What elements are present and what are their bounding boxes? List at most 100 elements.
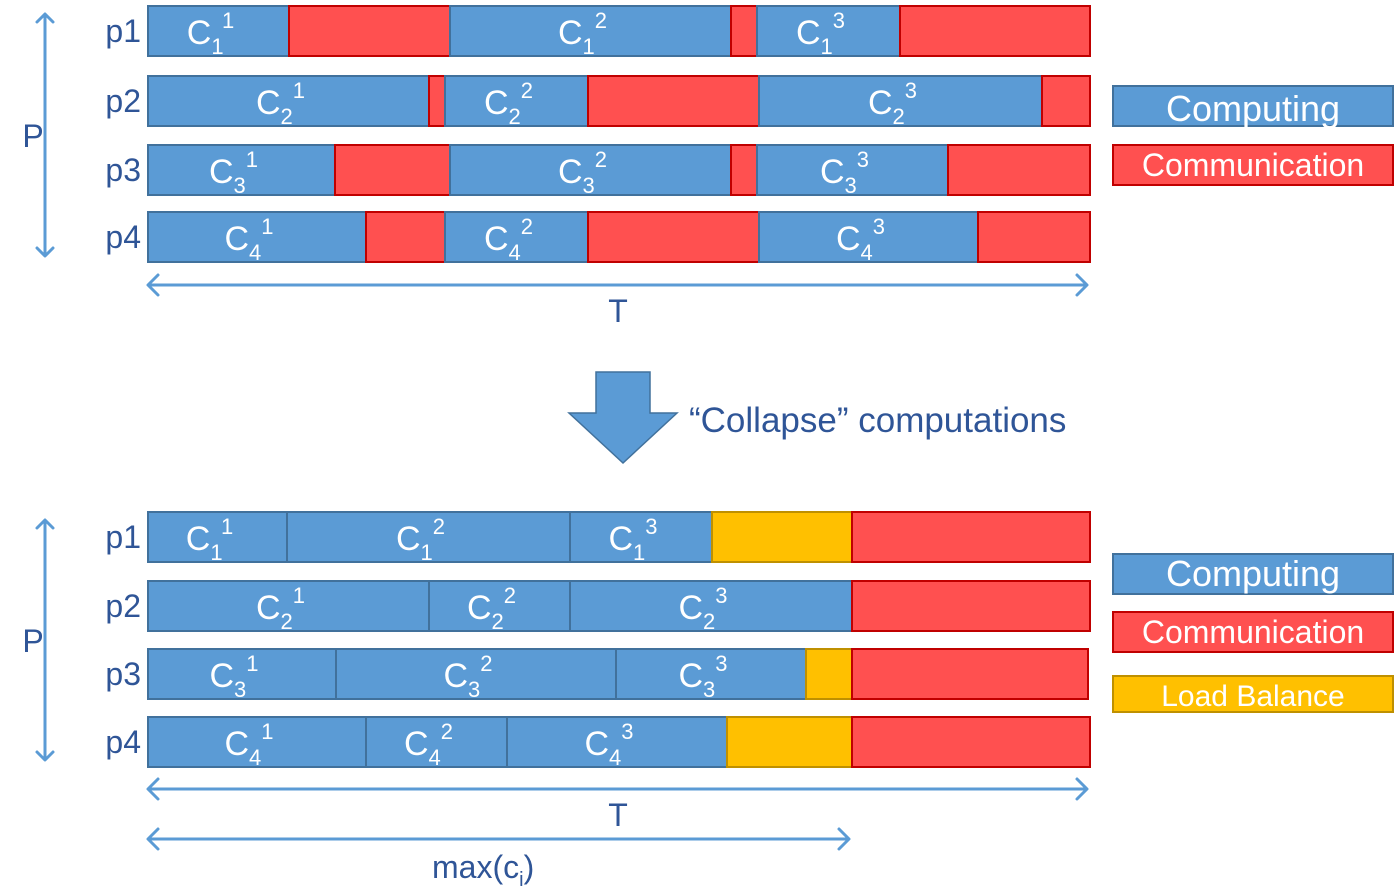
segment-label: C33 <box>678 651 727 702</box>
segment-label: C41 <box>224 214 273 265</box>
process-row-p4: p4 C41 C42 C43 <box>105 716 1091 770</box>
segment-label-base: C <box>209 657 234 695</box>
segment-label-base: C <box>678 589 703 627</box>
communication-segment <box>587 75 760 127</box>
legend-swatch-computing <box>1112 553 1394 595</box>
segment-label-base: C <box>868 84 893 122</box>
segment-label-superscript: 2 <box>441 719 453 744</box>
communication-segment <box>899 5 1091 57</box>
segment-label: C42 <box>404 719 453 770</box>
computing-segment <box>147 144 336 196</box>
segment-label: C11 <box>186 514 233 565</box>
communication-segment <box>851 511 1091 563</box>
segment-label-base: C <box>584 725 609 763</box>
computing-segment <box>444 211 589 263</box>
segment-label-superscript: 2 <box>504 583 516 608</box>
segment-label-subscript: 4 <box>861 240 873 265</box>
load-balance-segment <box>711 511 853 563</box>
segment-label: C42 <box>484 214 533 265</box>
segment-label-base: C <box>209 153 234 191</box>
segment-label-base: C <box>678 657 703 695</box>
process-label: p2 <box>105 83 141 119</box>
legend-label: Computing <box>1166 553 1340 594</box>
segment-label: C32 <box>558 147 607 198</box>
computing-segment <box>449 144 732 196</box>
arrowhead <box>35 750 55 762</box>
arrowhead <box>146 777 160 801</box>
segment-label-base: C <box>187 14 212 52</box>
process-row-p3: p3 C31 C32 C33 <box>105 144 1091 198</box>
segment-label-subscript: 2 <box>893 104 905 129</box>
segment-label: C21 <box>256 78 305 129</box>
process-label: p4 <box>105 219 141 255</box>
communication-segment <box>587 211 760 263</box>
segment-label: C22 <box>484 78 533 129</box>
computing-segment <box>286 511 571 563</box>
segment-label-subscript: 3 <box>845 173 857 198</box>
segment-label-subscript: 3 <box>234 173 246 198</box>
legend-label: Communication <box>1142 614 1364 650</box>
max-label-close: ) <box>524 849 535 885</box>
communication-segment <box>365 211 446 263</box>
segment-label-subscript: 4 <box>249 745 261 770</box>
down-arrow-icon <box>567 371 679 465</box>
segment-label: C23 <box>868 78 917 129</box>
segment-label-superscript: 3 <box>621 719 633 744</box>
computing-segment <box>428 580 571 632</box>
process-axis-label: P <box>22 118 43 154</box>
segment-label-base: C <box>484 84 509 122</box>
communication-segment <box>730 5 758 57</box>
legend-label: Communication <box>1142 147 1364 183</box>
segment-label: C12 <box>558 8 607 59</box>
segment-label-base: C <box>820 153 845 191</box>
computing-segment <box>569 511 713 563</box>
process-axis-arrow <box>35 518 55 762</box>
segment-label-base: C <box>796 14 821 52</box>
computing-segment <box>365 716 508 768</box>
segment-label-subscript: 4 <box>429 745 441 770</box>
segment-label-superscript: 3 <box>715 583 727 608</box>
time-axis-arrow <box>146 273 1089 297</box>
segment-label: C43 <box>836 214 885 265</box>
legend-swatch-load-balance <box>1112 675 1394 713</box>
segment-label-superscript: 2 <box>521 214 533 239</box>
process-label: p4 <box>105 724 141 760</box>
legend-label: Computing <box>1166 88 1340 129</box>
max-compute-arrow: max(ci) <box>146 827 851 889</box>
communication-segment <box>977 211 1091 263</box>
load-balance-segment <box>726 716 853 768</box>
segment-label-subscript: 2 <box>509 104 521 129</box>
segment-label-base: C <box>404 725 429 763</box>
segment-label-superscript: 3 <box>857 147 869 172</box>
arrowhead <box>146 827 160 851</box>
segment-label-subscript: 1 <box>633 540 645 565</box>
segment-label-base: C <box>558 153 583 191</box>
computing-segment <box>449 5 732 57</box>
process-row-p2: p2 C21 C22 C23 <box>105 580 1091 634</box>
legend-swatch-communication <box>1112 144 1394 186</box>
communication-segment <box>730 144 758 196</box>
arrowhead <box>837 827 851 851</box>
segment-label-superscript: 2 <box>595 147 607 172</box>
segment-label-subscript: 3 <box>468 677 480 702</box>
segment-label-base: C <box>467 589 492 627</box>
bottom-legend: Computing Communication Load Balance <box>1112 553 1394 713</box>
legend-swatch-computing <box>1112 85 1394 127</box>
segment-label-base: C <box>256 589 281 627</box>
segment-label-superscript: 1 <box>293 78 305 103</box>
process-axis-label: P <box>22 623 43 659</box>
segment-label-superscript: 1 <box>246 651 258 676</box>
process-row-p1: p1 C11 C12 C13 <box>105 5 1091 59</box>
max-label-subscript: i <box>519 869 523 889</box>
time-axis-arrow <box>146 777 1089 801</box>
segment-label: C31 <box>209 651 258 702</box>
segment-label-superscript: 2 <box>433 514 445 539</box>
arrowhead <box>1075 273 1089 297</box>
segment-label: C12 <box>396 514 445 565</box>
segment-label-subscript: 2 <box>281 609 293 634</box>
segment-label-superscript: 3 <box>645 514 657 539</box>
computing-segment <box>444 75 589 127</box>
segment-label-subscript: 3 <box>583 173 595 198</box>
communication-segment <box>851 580 1091 632</box>
process-label: p2 <box>105 588 141 624</box>
